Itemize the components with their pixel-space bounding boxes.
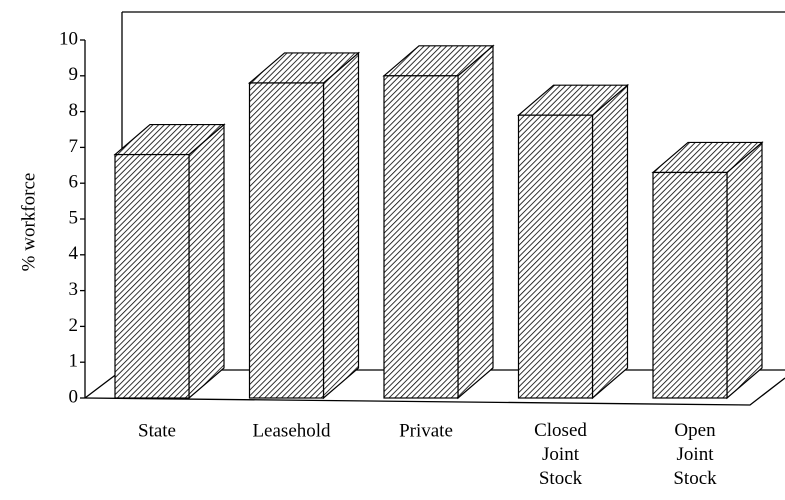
bar-3d [247, 51, 361, 400]
bar-3d [651, 141, 764, 400]
x-tick-label: Private [399, 420, 453, 441]
bar [517, 114, 594, 399]
bar [114, 153, 190, 399]
x-tick-label: Open Joint Stock [673, 420, 717, 489]
bar [652, 171, 728, 399]
y-tick-label: 9 [69, 64, 79, 85]
y-tick-label: 0 [69, 386, 79, 407]
y-tick-label: 7 [69, 136, 79, 157]
y-tick-label: 6 [69, 172, 79, 193]
bar-3d [113, 123, 226, 400]
y-tick-label: 4 [69, 243, 79, 264]
bar-side [726, 141, 763, 400]
y-axis-label: % workforce [18, 173, 39, 272]
x-tick-label: Leasehold [252, 420, 331, 441]
y-tick-label: 5 [69, 207, 79, 228]
bar-side [322, 51, 360, 400]
bar [248, 82, 325, 399]
y-tick-label: 2 [69, 315, 79, 336]
bar-side [591, 83, 629, 400]
x-tick-label: State [138, 420, 176, 441]
x-tick-label: Closed Joint Stock [534, 420, 587, 489]
y-tick-label: 3 [69, 279, 79, 300]
bar-3d [382, 44, 495, 400]
bar-3d [516, 83, 630, 400]
bar-side [457, 44, 494, 400]
y-tick-label: 8 [69, 100, 79, 121]
bar [383, 75, 459, 399]
y-tick-label: 10 [59, 28, 78, 49]
bar-side [188, 123, 225, 400]
y-tick-label: 1 [69, 351, 79, 372]
